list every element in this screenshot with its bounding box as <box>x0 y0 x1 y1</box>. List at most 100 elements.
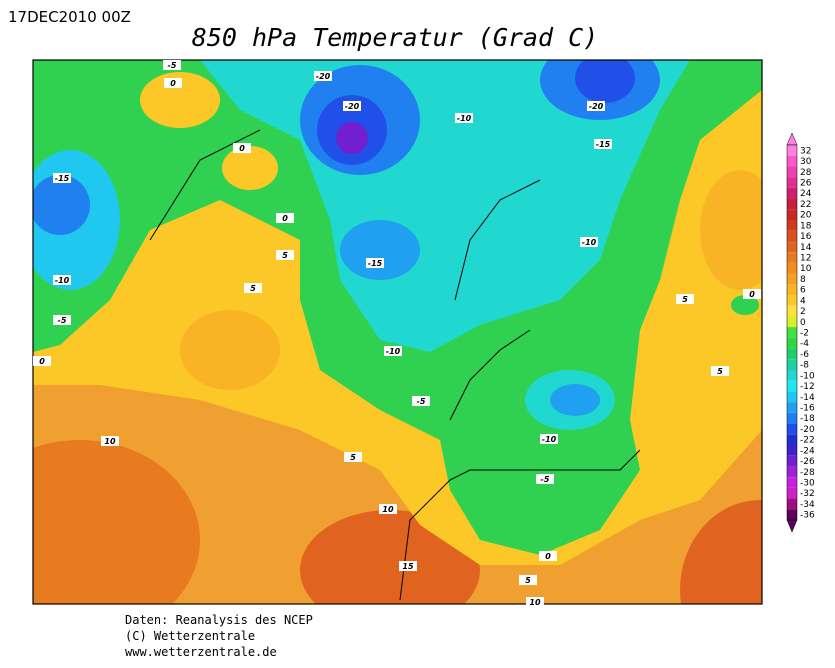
colorbar-label: 16 <box>800 232 812 242</box>
colorbar-label: 18 <box>800 221 812 231</box>
contour-label: 5 <box>282 251 288 260</box>
colorbar-band <box>787 220 797 231</box>
colorbar-band <box>787 316 797 328</box>
colorbar-band <box>787 252 797 263</box>
contour-label-bg <box>587 101 605 111</box>
footer-line: Daten: Reanalysis des NCEP <box>125 613 313 627</box>
colorbar-label: -6 <box>800 350 809 360</box>
contour-label: 10 <box>529 598 541 607</box>
contour-label: 0 <box>39 357 45 366</box>
colorbar-label: -12 <box>800 382 815 392</box>
colorbar-band <box>787 166 797 178</box>
colorbar-label: -30 <box>800 479 815 489</box>
colorbar-band <box>787 262 797 274</box>
contour-label-bg <box>536 474 554 484</box>
colorbar-band <box>787 434 797 445</box>
contour-label: 5 <box>525 576 531 585</box>
colorbar-label: 26 <box>800 179 812 189</box>
colorbar-label: -24 <box>800 446 815 456</box>
contour-label-bg <box>53 315 71 325</box>
colorbar-band <box>787 380 797 392</box>
colorbar-frame <box>786 144 798 521</box>
colorbar-label: 12 <box>800 254 811 264</box>
contour-label: 5 <box>250 284 256 293</box>
contour-label: 0 <box>545 552 551 561</box>
contour-label-bg <box>276 213 294 223</box>
contour-label: -5 <box>417 397 426 406</box>
contour-label-bg <box>711 366 729 376</box>
colorbar-band <box>787 348 797 360</box>
colorbar-band <box>787 487 797 499</box>
contour-label-bg <box>233 143 251 153</box>
contour-label: 10 <box>382 505 394 514</box>
contour-label: -10 <box>542 435 557 444</box>
colorbar-band <box>787 198 797 210</box>
colorbar-label: -18 <box>800 414 815 424</box>
contour-label: -5 <box>58 316 67 325</box>
colorbar-band <box>787 466 797 478</box>
colorbar-arrow <box>786 519 798 533</box>
colorbar-label: -4 <box>800 339 809 349</box>
contour-label: -15 <box>368 259 383 268</box>
colorbar-label: 0 <box>800 318 806 328</box>
contour-label-bg <box>344 452 362 462</box>
contour-label: 0 <box>282 214 288 223</box>
contour-label: 10 <box>104 437 116 446</box>
contour-label: 0 <box>170 79 176 88</box>
contour-label: -5 <box>541 475 550 484</box>
colorbar-label: -8 <box>800 361 809 371</box>
contour-label-bg <box>244 283 262 293</box>
contour-label-bg <box>101 436 119 446</box>
contour-label-bg <box>164 78 182 88</box>
contour-label-bg <box>33 356 51 366</box>
map-title: 850 hPa Temperatur (Grad C) <box>192 23 598 52</box>
contour-label-bg <box>540 434 558 444</box>
colorbar-band <box>787 145 797 156</box>
contour-label-bg <box>455 113 473 123</box>
contour-label: -15 <box>596 140 611 149</box>
colorbar-label: -16 <box>800 404 815 414</box>
contour-label: -20 <box>589 102 604 111</box>
colorbar-label: -10 <box>800 371 815 381</box>
colorbar-band <box>787 455 797 467</box>
contour-label-bg <box>276 250 294 260</box>
contour-label-bg <box>399 561 417 571</box>
colorbar-band <box>787 498 797 510</box>
colorbar-label: 14 <box>800 243 812 253</box>
colorbar-band <box>787 230 797 242</box>
colorbar-band <box>787 273 797 285</box>
colorbar-band <box>787 391 797 403</box>
colorbar-band <box>787 509 797 520</box>
contour-label: 15 <box>402 562 414 571</box>
contour-label-bg <box>743 289 761 299</box>
colorbar-label: 2 <box>800 307 806 317</box>
contour-label: -15 <box>55 174 70 183</box>
colorbar-band <box>787 284 797 295</box>
contour-label-bg <box>366 258 384 268</box>
colorbar-band <box>787 337 797 349</box>
contour-label: -10 <box>457 114 472 123</box>
colorbar-band <box>787 445 797 456</box>
colorbar-label: 6 <box>800 286 806 296</box>
colorbar-band <box>787 177 797 188</box>
colorbar-label: 8 <box>800 275 806 285</box>
colorbar-label: -28 <box>800 468 815 478</box>
colorbar-label: 28 <box>800 168 812 178</box>
contour-label-bg <box>519 575 537 585</box>
contour-label: -10 <box>386 347 401 356</box>
contour-label-bg <box>594 139 612 149</box>
colorbar-label: 10 <box>800 264 812 274</box>
colorbar-label: -2 <box>800 329 809 339</box>
colorbar-band <box>787 209 797 220</box>
colorbar-arrow <box>786 132 798 146</box>
contour-label: 0 <box>749 290 755 299</box>
contour-label-bg <box>53 173 71 183</box>
date-label: 17DEC2010 00Z <box>8 8 131 26</box>
colorbar-label: -36 <box>800 511 815 521</box>
contour-label-bg <box>379 504 397 514</box>
colorbar-label: -32 <box>800 489 815 499</box>
temperature-field <box>33 60 762 604</box>
contour-label-bg <box>676 294 694 304</box>
footer-line: www.wetterzentrale.de <box>125 645 277 659</box>
colorbar-band <box>787 477 797 488</box>
